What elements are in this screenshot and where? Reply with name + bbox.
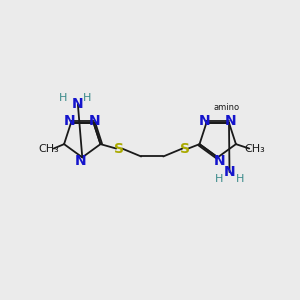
Text: H: H bbox=[59, 94, 67, 103]
Text: S: S bbox=[180, 142, 190, 155]
Text: N: N bbox=[89, 114, 101, 128]
Text: amino: amino bbox=[214, 103, 240, 112]
Text: N: N bbox=[72, 98, 84, 111]
Text: H: H bbox=[82, 94, 91, 103]
Text: N: N bbox=[224, 165, 235, 179]
Text: CH₃: CH₃ bbox=[244, 143, 265, 154]
Text: N: N bbox=[213, 154, 225, 168]
Text: N: N bbox=[199, 114, 211, 128]
Text: CH₃: CH₃ bbox=[38, 143, 59, 154]
Text: N: N bbox=[64, 114, 75, 128]
Text: H: H bbox=[236, 174, 244, 184]
Text: H: H bbox=[215, 174, 224, 184]
Text: N: N bbox=[225, 114, 236, 128]
Text: S: S bbox=[114, 142, 124, 155]
Text: N: N bbox=[75, 154, 87, 168]
